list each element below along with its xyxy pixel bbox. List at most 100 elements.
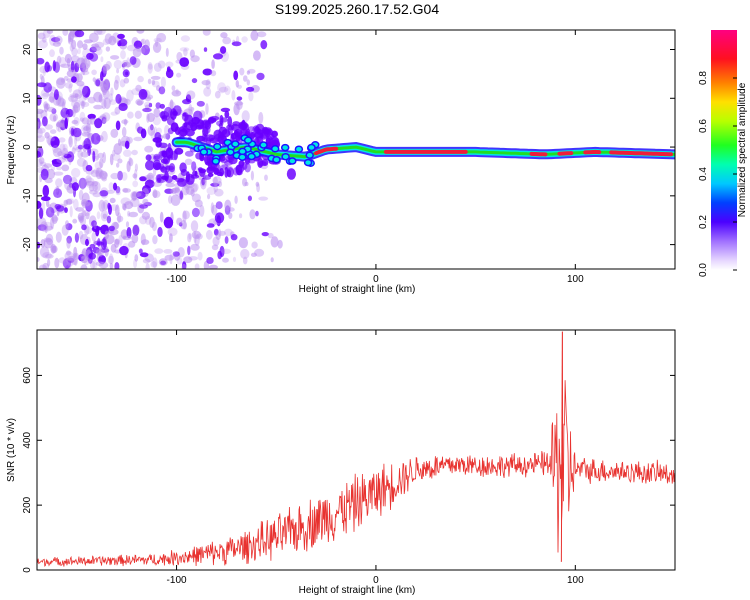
spectrogram-noise-blob	[101, 112, 111, 122]
spectrogram-noise-blob	[81, 117, 90, 125]
spectrogram-ylabel: Frequency (Hz)	[6, 116, 17, 185]
spectrogram-cluster-blob	[238, 160, 245, 167]
spectrogram-noise-blob	[163, 249, 173, 254]
spectrogram-noise-blob	[154, 248, 164, 254]
spectrogram-cluster-blob	[209, 115, 220, 121]
spectrogram-noise-blob	[38, 207, 44, 219]
spectrogram-noise-blob	[75, 73, 83, 82]
spectrogram-noise-blob	[158, 258, 168, 266]
colorbar: 0.0 0.2 0.4 0.6 0.8 Normalized spectral ampl…	[698, 30, 748, 277]
spectrogram-noise-blob	[183, 256, 193, 264]
spectrogram-noise-blob	[182, 210, 190, 220]
snr-x-tick-label: 100	[567, 575, 584, 586]
spectrogram-noise-blob	[37, 32, 46, 40]
ridge-early-blob	[231, 140, 240, 148]
spectrogram-noise-blob	[220, 107, 231, 113]
spectrogram-noise-blob	[47, 106, 56, 112]
spectrogram-noise-blob	[224, 110, 230, 119]
spectrogram-noise-blob	[118, 38, 128, 47]
spectrogram-noise-blob	[71, 76, 77, 83]
spectrogram-noise-blob	[151, 80, 160, 88]
spectrogram-noise-blob	[171, 85, 176, 91]
spectrogram-noise-blob	[139, 252, 149, 258]
spectrogram-noise-blob	[134, 254, 139, 262]
spectrogram-noise-blob	[61, 164, 70, 172]
spectrogram-noise-blob	[235, 80, 239, 88]
spectrogram-noise-blob	[250, 170, 254, 181]
colorbar-tick-label: 0.4	[698, 167, 709, 181]
spectrogram-noise-blob	[179, 47, 190, 52]
ridge-early-blob	[238, 153, 247, 161]
spectrogram-noise-blob	[95, 47, 103, 56]
spectrogram-noise-blob	[103, 97, 111, 109]
spectrogram-noise-blob	[236, 96, 243, 101]
spectrogram-noise-blob	[238, 237, 248, 249]
spectrogram-noise-blob	[53, 188, 63, 199]
spectrogram-noise-blob	[38, 39, 48, 49]
spectrogram-noise-blob	[80, 101, 90, 108]
spectrogram-noise-blob	[250, 252, 257, 257]
spectrogram-noise-blob	[69, 93, 80, 98]
spectrogram-noise-blob	[52, 145, 59, 153]
spectrogram-noise-blob	[104, 230, 110, 240]
spectrogram-noise-blob	[191, 207, 200, 218]
spectrogram-noise-blob	[72, 127, 82, 138]
spectrogram-noise-blob	[142, 258, 151, 264]
spectrogram-noise-blob	[109, 93, 113, 103]
spectrogram-noise-blob	[93, 91, 103, 103]
spectrogram-noise-blob	[103, 172, 108, 177]
spectrogram-noise-blob	[117, 170, 123, 181]
spectrogram-noise-blob	[157, 226, 163, 238]
spectrogram-cluster-blob	[190, 174, 200, 179]
snr-peak-spike	[560, 331, 563, 562]
spectrogram-noise-blob	[98, 255, 106, 265]
spectrogram-noise-blob	[118, 103, 128, 111]
spectrogram-noise-blob	[163, 133, 168, 139]
spectrogram-noise-blob	[152, 42, 162, 53]
spectrogram-noise-blob	[248, 91, 254, 102]
spectrogram-noise-blob	[82, 202, 86, 209]
spectrogram-noise-blob	[211, 59, 215, 69]
spectrogram-noise-blob	[87, 113, 96, 120]
spectrogram-noise-blob	[37, 108, 44, 114]
spectrogram-noise-blob	[152, 190, 161, 198]
spectrogram-noise-blob	[239, 67, 245, 76]
spectrogram-noise-blob	[153, 62, 162, 72]
spectrogram-noise-blob	[72, 104, 79, 114]
spectrogram-frame	[36, 29, 676, 270]
spectrogram-noise-blob	[95, 261, 105, 267]
spectrogram-noise-blob	[77, 144, 84, 150]
spectrogram-noise-blob	[127, 111, 134, 119]
snr-x-tick-label: -100	[167, 575, 187, 586]
spectrogram-noise-blob	[85, 164, 93, 172]
spectrogram-noise-blob	[224, 228, 233, 237]
spectrogram-noise-blob	[124, 140, 130, 149]
spectrogram-noise-blob	[96, 211, 101, 220]
spectrogram-noise-blob	[62, 147, 69, 157]
spectrogram-noise-blob	[62, 143, 68, 152]
spectrogram-noise-blob	[146, 94, 154, 100]
spectrogram-noise-blob	[241, 110, 250, 123]
spectrogram-noise-blob	[116, 162, 120, 168]
spectrogram-noise-blob	[71, 47, 78, 57]
spectrogram-cluster-blob	[240, 122, 245, 129]
spectrogram-noise-blob	[152, 257, 158, 269]
spectrogram-noise-blob	[196, 100, 205, 107]
spectrogram-noise-blob	[54, 186, 59, 193]
spectrogram-cluster-blob	[242, 130, 250, 135]
spectrogram-noise-blob	[110, 172, 120, 180]
spectrogram-noise-blob	[83, 138, 91, 150]
spectrogram-noise-blob	[136, 47, 142, 52]
spectrogram-noise-blob	[199, 204, 205, 217]
spectrogram-noise-blob	[71, 182, 79, 191]
spectrogram-noise-blob	[106, 189, 115, 194]
spectrogram-noise-blob	[96, 249, 102, 255]
spectrogram-noise-blob	[119, 79, 126, 88]
spectrogram-noise-blob	[44, 124, 53, 130]
spectrogram-noise-blob	[81, 131, 91, 137]
spectrogram-noise-blob	[44, 132, 50, 139]
spectrogram-noise-blob	[141, 38, 146, 45]
spectrogram-noise-blob	[74, 93, 79, 98]
spectrogram-noise-blob	[69, 205, 73, 218]
spectrogram-noise-blob	[52, 60, 56, 72]
